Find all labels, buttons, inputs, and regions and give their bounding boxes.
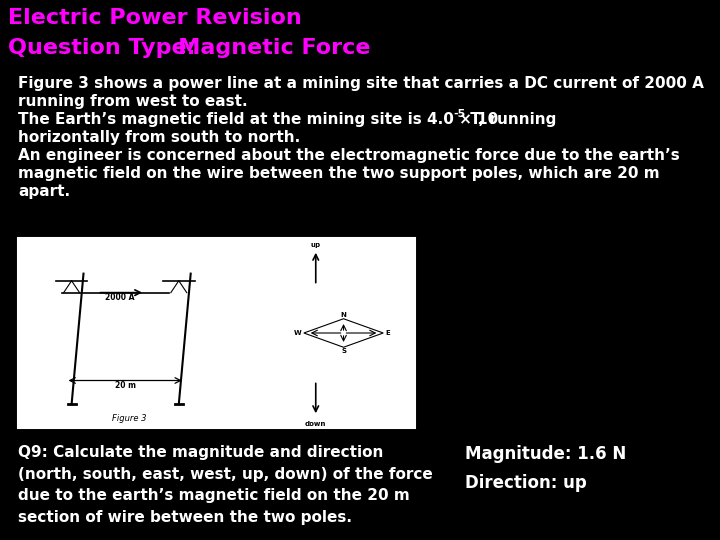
- Bar: [18, 238, 415, 428]
- Text: Figure 3 shows a power line at a mining site that carries a DC current of 2000 A: Figure 3 shows a power line at a mining …: [18, 76, 704, 91]
- Text: apart.: apart.: [18, 184, 70, 199]
- Text: An engineer is concerned about the electromagnetic force due to the earth’s: An engineer is concerned about the elect…: [18, 148, 680, 163]
- Text: Question Type:: Question Type:: [8, 38, 196, 58]
- Text: Electric Power Revision: Electric Power Revision: [8, 8, 302, 28]
- Text: running from west to east.: running from west to east.: [18, 94, 248, 109]
- Text: up: up: [311, 241, 321, 247]
- Text: down: down: [305, 421, 326, 427]
- Text: T, running: T, running: [465, 112, 557, 127]
- Text: horizontally from south to north.: horizontally from south to north.: [18, 130, 300, 145]
- Polygon shape: [304, 319, 383, 347]
- Text: Figure 3: Figure 3: [112, 414, 146, 423]
- Text: E: E: [385, 330, 390, 336]
- Text: 2000 A: 2000 A: [105, 293, 135, 302]
- Text: S: S: [341, 348, 346, 354]
- Text: Magnitude: 1.6 N
Direction: up: Magnitude: 1.6 N Direction: up: [465, 445, 626, 492]
- Text: Q9: Calculate the magnitude and direction
(north, south, east, west, up, down) o: Q9: Calculate the magnitude and directio…: [18, 445, 433, 525]
- Text: N: N: [341, 312, 346, 318]
- Text: 20 m: 20 m: [114, 381, 135, 390]
- Text: magnetic field on the wire between the two support poles, which are 20 m: magnetic field on the wire between the t…: [18, 166, 660, 181]
- Text: The Earth’s magnetic field at the mining site is 4.0 × 10: The Earth’s magnetic field at the mining…: [18, 112, 498, 127]
- Text: -5: -5: [453, 109, 465, 119]
- Text: W: W: [294, 330, 302, 336]
- Text: Magnetic Force: Magnetic Force: [155, 38, 371, 58]
